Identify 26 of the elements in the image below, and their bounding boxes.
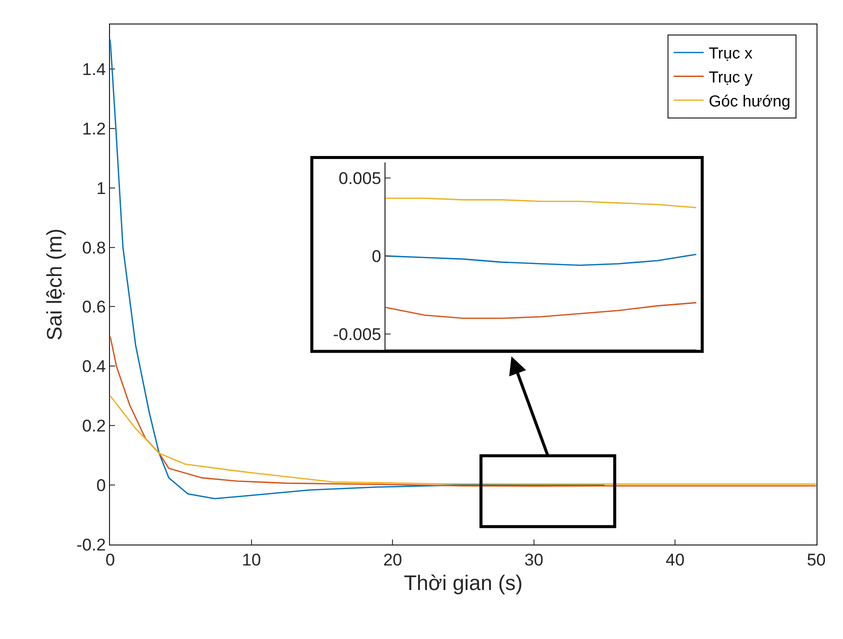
- y-tick-label: 0.2: [82, 416, 106, 436]
- x-tick-label: 40: [666, 550, 685, 570]
- y-tick-label: 0.6: [82, 298, 106, 317]
- legend-label: Trục y: [708, 70, 753, 87]
- y-tick-label: 0: [372, 246, 382, 266]
- x-tick-label: 10: [242, 550, 261, 570]
- y-tick-label: 1.4: [82, 60, 106, 80]
- legend-label: Góc hướng: [708, 93, 790, 110]
- legend-label: Trục x: [708, 46, 753, 63]
- x-tick-label: 20: [383, 550, 402, 570]
- y-tick-label: -0.005: [332, 324, 382, 344]
- y-tick-label: 1: [96, 178, 106, 198]
- line-series: [110, 38, 606, 500]
- x-tick-label: 50: [806, 550, 826, 570]
- y-tick-label: 0.8: [82, 238, 106, 258]
- y-tick-label: 0: [96, 476, 106, 495]
- x-axis-title: Thời gian (s): [404, 572, 523, 595]
- x-tick-label: 30: [524, 550, 544, 570]
- line-series: [386, 198, 696, 208]
- y-tick-label: 1.2: [82, 120, 106, 139]
- y-tick-label: 0.005: [338, 168, 382, 188]
- line-series: [110, 395, 816, 485]
- y-tick-label: -0.2: [76, 535, 106, 554]
- y-tick-label: 0.4: [82, 357, 106, 376]
- y-axis-title: Sai lệch (m): [44, 228, 67, 340]
- line-series: [386, 302, 696, 319]
